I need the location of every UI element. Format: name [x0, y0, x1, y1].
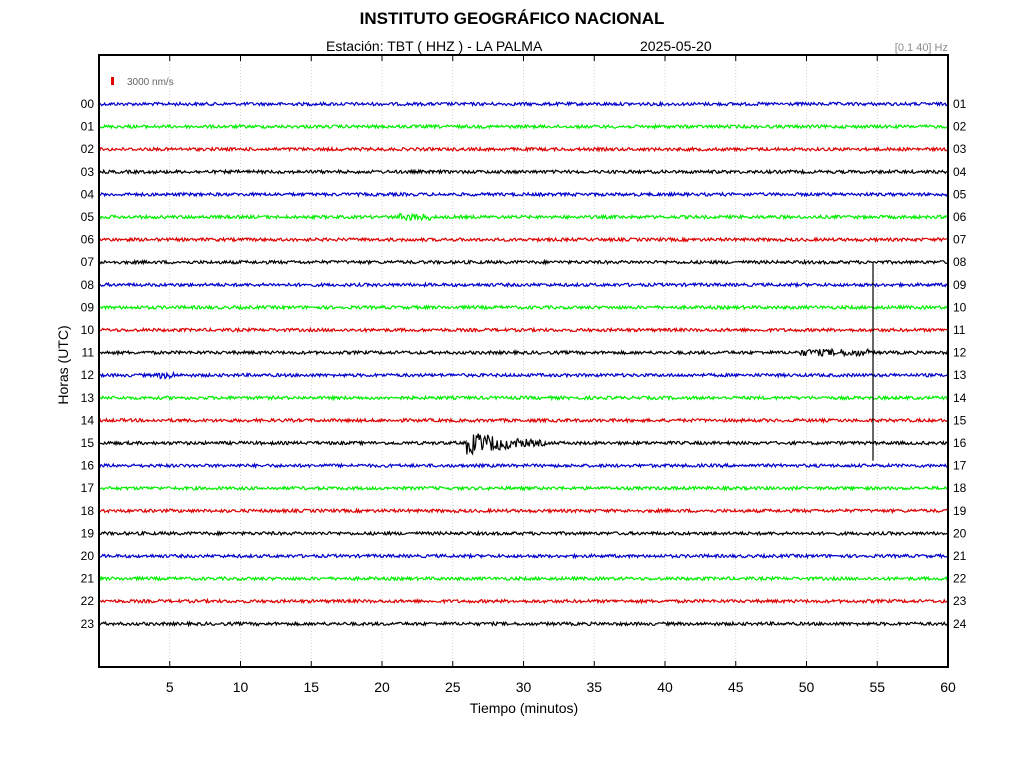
hour-label-left: 06	[81, 233, 95, 247]
hour-label-left: 13	[81, 391, 95, 405]
hour-label-right: 13	[953, 368, 967, 382]
hour-label-right: 22	[953, 572, 967, 586]
x-tick-label: 20	[374, 679, 390, 695]
hour-label-right: 05	[953, 187, 967, 201]
chart-title: INSTITUTO GEOGRÁFICO NACIONAL	[359, 9, 665, 28]
trace-hour-18	[98, 507, 949, 515]
hour-label-left: 11	[82, 346, 95, 360]
x-tick-label: 30	[516, 679, 532, 695]
hour-label-left: 15	[81, 436, 95, 450]
trace-hour-23	[98, 620, 949, 628]
hour-label-left: 02	[81, 142, 95, 156]
x-tick-label: 15	[303, 679, 319, 695]
filter-band-label: [0.1 40] Hz	[894, 42, 948, 54]
hour-label-right: 21	[953, 549, 967, 563]
x-axis-label: Tiempo (minutos)	[469, 700, 579, 716]
hour-label-left: 21	[81, 572, 95, 586]
trace-hour-19	[98, 529, 949, 537]
trace-hour-04	[98, 191, 949, 198]
hour-label-right: 06	[953, 210, 967, 224]
hour-label-left: 08	[81, 278, 95, 292]
hour-label-right: 01	[953, 97, 967, 111]
trace-hour-09	[98, 303, 949, 311]
hour-label-right: 15	[953, 413, 967, 427]
hour-label-left: 22	[81, 594, 95, 608]
date-label: 2025-05-20	[640, 38, 712, 54]
trace-hour-12	[98, 370, 949, 380]
hour-label-right: 12	[953, 346, 967, 360]
scale-bar	[111, 77, 114, 85]
hour-label-right: 11	[953, 323, 966, 337]
station-label: Estación: TBT ( HHZ ) - LA PALMA	[326, 38, 543, 54]
hour-label-left: 05	[81, 210, 95, 224]
hour-label-right: 04	[953, 165, 967, 179]
hour-label-left: 09	[81, 300, 95, 314]
x-tick-label: 25	[445, 679, 461, 695]
trace-hour-02	[98, 145, 949, 153]
trace-hour-10	[98, 326, 949, 334]
hour-label-right: 14	[953, 391, 967, 405]
hour-label-left: 19	[81, 526, 95, 540]
hour-label-left: 07	[81, 255, 95, 269]
trace-hour-16	[98, 462, 949, 469]
hour-label-right: 23	[953, 594, 967, 608]
hour-label-right: 18	[953, 481, 967, 495]
hour-label-left: 16	[81, 459, 95, 473]
hour-label-left: 01	[81, 120, 95, 134]
trace-hour-22	[98, 597, 949, 605]
scale-label: 3000 nm/s	[127, 77, 174, 88]
hour-label-left: 00	[81, 97, 95, 111]
hour-label-right: 03	[953, 142, 967, 156]
x-tick-label: 60	[940, 679, 956, 695]
trace-hour-20	[98, 552, 949, 560]
hour-label-right: 20	[953, 526, 967, 540]
trace-hour-17	[98, 484, 949, 492]
hour-label-right: 10	[953, 300, 967, 314]
hour-label-left: 12	[81, 368, 95, 382]
hour-label-left: 23	[81, 617, 95, 631]
hour-label-right: 08	[953, 255, 967, 269]
hour-label-left: 18	[81, 504, 95, 518]
hour-label-right: 16	[953, 436, 967, 450]
hour-label-left: 20	[81, 549, 95, 563]
hour-label-right: 09	[953, 278, 967, 292]
trace-hour-07	[98, 258, 949, 266]
hour-label-left: 14	[81, 413, 95, 427]
trace-hour-11	[98, 347, 949, 358]
hour-label-left: 17	[81, 481, 95, 495]
x-tick-label: 5	[166, 679, 174, 695]
trace-hour-21	[98, 575, 949, 582]
hour-label-left: 10	[81, 323, 95, 337]
x-tick-label: 40	[657, 679, 673, 695]
x-tick-label: 35	[586, 679, 602, 695]
hour-label-left: 03	[81, 165, 95, 179]
trace-hour-06	[98, 236, 949, 243]
hour-label-right: 17	[953, 459, 967, 473]
hour-label-right: 24	[953, 617, 967, 631]
x-tick-label: 50	[799, 679, 815, 695]
hour-label-right: 19	[953, 504, 967, 518]
trace-hour-00	[98, 100, 949, 108]
trace-hour-15	[98, 433, 949, 456]
trace-hour-13	[98, 394, 949, 402]
trace-hour-01	[98, 123, 949, 130]
trace-hour-08	[98, 281, 949, 289]
trace-hour-14	[98, 417, 949, 425]
hour-label-right: 02	[953, 120, 967, 134]
hour-label-left: 04	[81, 187, 95, 201]
trace-hour-03	[98, 168, 949, 176]
x-tick-label: 55	[869, 679, 885, 695]
x-tick-label: 10	[233, 679, 249, 695]
hour-label-right: 07	[953, 233, 967, 247]
x-tick-label: 45	[728, 679, 744, 695]
trace-hour-05	[99, 212, 949, 222]
